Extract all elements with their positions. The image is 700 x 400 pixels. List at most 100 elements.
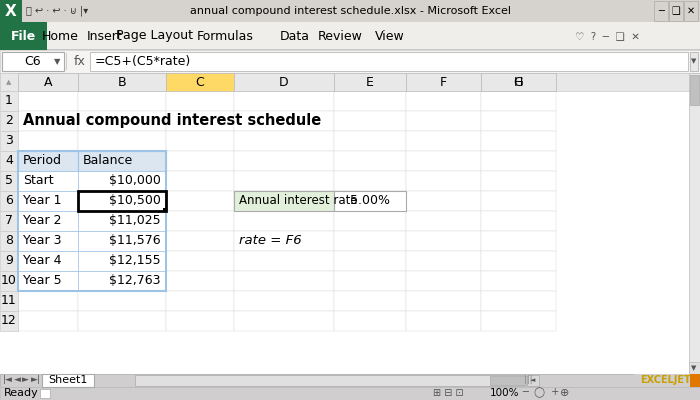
Bar [0, 211, 18, 231]
Text: 🖫 ↩ · ↩ · ⊍ |▾: 🖫 ↩ · ↩ · ⊍ |▾ [26, 6, 88, 16]
Bar [78, 251, 166, 271]
Text: 7: 7 [5, 214, 13, 228]
Bar [406, 91, 481, 111]
Bar [66, 53, 67, 70]
Bar [166, 91, 234, 111]
Text: ◄: ◄ [531, 377, 536, 383]
Text: |||: ||| [524, 376, 532, 384]
Bar [406, 73, 481, 91]
Text: 6: 6 [5, 194, 13, 208]
Bar [0, 50, 700, 73]
Text: ◄: ◄ [14, 376, 21, 384]
Bar [166, 131, 234, 151]
Bar [18, 251, 78, 271]
Text: 11: 11 [1, 294, 17, 308]
Bar [481, 211, 556, 231]
Bar [481, 73, 556, 91]
Text: 4: 4 [5, 154, 13, 168]
Bar [334, 251, 406, 271]
Text: Page Layout: Page Layout [116, 30, 193, 42]
Bar [406, 311, 481, 331]
Text: ─: ─ [658, 6, 664, 16]
Bar [0, 73, 690, 374]
Bar [334, 131, 406, 151]
Bar [0, 251, 18, 271]
Text: $11,025: $11,025 [109, 214, 161, 228]
Bar [334, 91, 406, 111]
Bar [334, 191, 406, 211]
Bar [481, 231, 556, 251]
Text: ♡  ?  ─  ❑  ✕: ♡ ? ─ ❑ ✕ [575, 31, 640, 41]
Text: Insert: Insert [87, 30, 123, 42]
Bar [0, 191, 18, 211]
Bar [78, 231, 166, 251]
Text: Year 2: Year 2 [23, 214, 62, 228]
Bar [334, 311, 406, 331]
Text: 1: 1 [5, 94, 13, 108]
Bar [18, 151, 78, 171]
Text: G: G [514, 76, 524, 88]
Bar [0, 0, 22, 22]
Text: H: H [514, 76, 523, 88]
Bar [234, 251, 334, 271]
Bar [78, 131, 166, 151]
Bar [18, 311, 78, 331]
Bar [18, 151, 166, 291]
Bar [0, 387, 700, 400]
Bar [78, 191, 166, 211]
Bar [481, 111, 556, 131]
Bar [166, 191, 234, 211]
Bar [689, 362, 700, 374]
Bar [0, 111, 18, 131]
Bar [22, 0, 162, 22]
Text: Data: Data [280, 30, 310, 42]
Text: $12,763: $12,763 [109, 274, 161, 288]
Text: Start: Start [23, 174, 54, 188]
Text: D: D [279, 76, 289, 88]
Bar [166, 151, 234, 171]
Bar [481, 73, 556, 91]
Bar [406, 111, 481, 131]
Bar [0, 0, 700, 22]
Bar [234, 191, 334, 211]
Text: ▼: ▼ [692, 365, 696, 371]
Bar [234, 91, 334, 111]
Bar [234, 73, 334, 91]
Bar [481, 311, 556, 331]
Bar [669, 1, 683, 21]
Bar [18, 151, 78, 171]
Text: File: File [10, 30, 36, 42]
Bar [18, 111, 78, 131]
Bar [690, 374, 700, 387]
Bar [0, 231, 18, 251]
Bar [481, 291, 556, 311]
Text: Review: Review [318, 30, 363, 42]
Text: Annual interest rate: Annual interest rate [239, 194, 358, 208]
Bar [654, 1, 668, 21]
Bar [166, 211, 234, 231]
Bar [163, 208, 167, 212]
Bar [684, 1, 698, 21]
Text: B: B [118, 76, 126, 88]
Bar [18, 231, 78, 251]
Bar [166, 311, 234, 331]
Text: X: X [5, 4, 17, 18]
Text: Annual compound interest schedule: Annual compound interest schedule [23, 114, 321, 128]
Text: Period: Period [23, 154, 62, 168]
Bar [0, 271, 18, 291]
Bar [18, 91, 78, 111]
Text: rate = F6: rate = F6 [239, 234, 302, 248]
Bar [166, 251, 234, 271]
Bar [78, 271, 166, 291]
Text: A: A [43, 76, 52, 88]
Bar [78, 151, 166, 171]
Bar [0, 151, 18, 171]
Text: annual compound interest schedule.xlsx - Microsoft Excel: annual compound interest schedule.xlsx -… [190, 6, 510, 16]
Bar [18, 171, 78, 191]
Text: ❑: ❑ [671, 6, 680, 16]
Bar [234, 311, 334, 331]
Bar [234, 231, 334, 251]
Text: ►|: ►| [31, 376, 41, 384]
Text: C6: C6 [25, 55, 41, 68]
Bar [0, 131, 18, 151]
